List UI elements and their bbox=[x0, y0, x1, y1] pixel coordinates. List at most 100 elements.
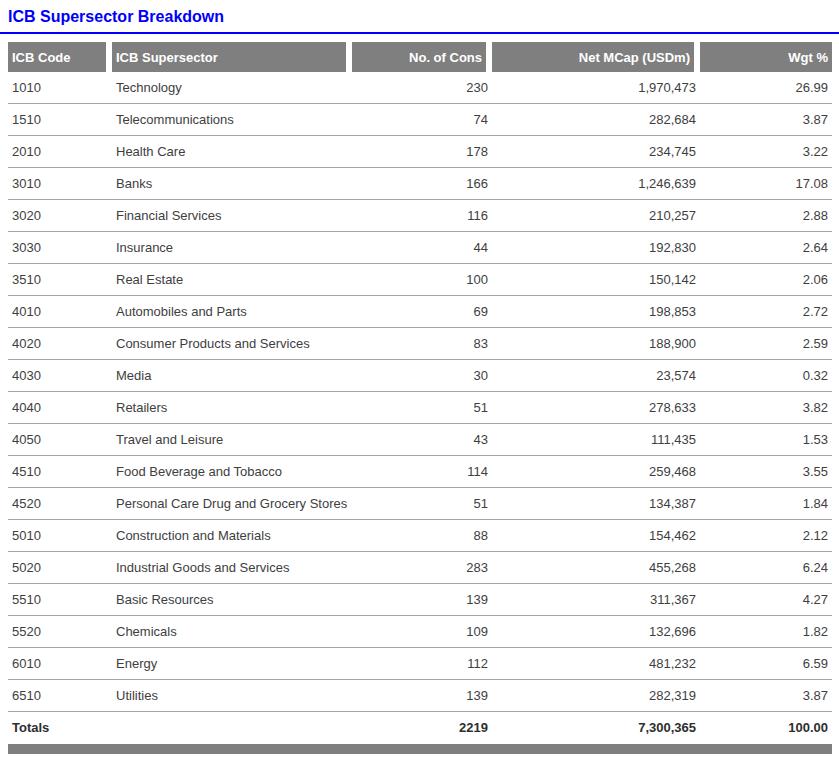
table-row: 5510 Basic Resources 139 311,367 4.27 bbox=[8, 584, 832, 616]
cell-mcap: 23,574 bbox=[492, 368, 700, 383]
cell-wgt: 2.59 bbox=[700, 336, 832, 351]
table-row: 4520 Personal Care Drug and Grocery Stor… bbox=[8, 488, 832, 520]
table-row: 6510 Utilities 139 282,319 3.87 bbox=[8, 680, 832, 712]
table-row: 4510 Food Beverage and Tobacco 114 259,4… bbox=[8, 456, 832, 488]
cell-icb-code: 3030 bbox=[8, 240, 112, 255]
cell-mcap: 282,684 bbox=[492, 112, 700, 127]
cell-icb-code: 6010 bbox=[8, 656, 112, 671]
cell-cons: 74 bbox=[352, 112, 492, 127]
cell-cons: 51 bbox=[352, 496, 492, 511]
cell-mcap: 134,387 bbox=[492, 496, 700, 511]
cell-cons: 44 bbox=[352, 240, 492, 255]
cell-cons: 69 bbox=[352, 304, 492, 319]
cell-cons: 283 bbox=[352, 560, 492, 575]
cell-mcap: 154,462 bbox=[492, 528, 700, 543]
cell-wgt: 2.72 bbox=[700, 304, 832, 319]
totals-wgt: 100.00 bbox=[700, 720, 832, 735]
cell-mcap: 198,853 bbox=[492, 304, 700, 319]
table-row: 3030 Insurance 44 192,830 2.64 bbox=[8, 232, 832, 264]
cell-supersector: Basic Resources bbox=[112, 592, 352, 607]
cell-cons: 30 bbox=[352, 368, 492, 383]
cell-icb-code: 1510 bbox=[8, 112, 112, 127]
table-row: 4020 Consumer Products and Services 83 1… bbox=[8, 328, 832, 360]
cell-icb-code: 3020 bbox=[8, 208, 112, 223]
cell-wgt: 0.32 bbox=[700, 368, 832, 383]
cell-icb-code: 5020 bbox=[8, 560, 112, 575]
cell-supersector: Financial Services bbox=[112, 208, 352, 223]
cell-icb-code: 4010 bbox=[8, 304, 112, 319]
cell-wgt: 17.08 bbox=[700, 176, 832, 191]
table-row: 2010 Health Care 178 234,745 3.22 bbox=[8, 136, 832, 168]
cell-supersector: Telecommunications bbox=[112, 112, 352, 127]
cell-mcap: 1,970,473 bbox=[492, 80, 700, 95]
cell-icb-code: 4040 bbox=[8, 400, 112, 415]
table-row: 1510 Telecommunications 74 282,684 3.87 bbox=[8, 104, 832, 136]
cell-cons: 51 bbox=[352, 400, 492, 415]
cell-supersector: Technology bbox=[112, 80, 352, 95]
cell-icb-code: 5010 bbox=[8, 528, 112, 543]
column-header-cons: No. of Cons bbox=[352, 42, 492, 72]
table-totals-row: Totals 2219 7,300,365 100.00 bbox=[8, 712, 832, 742]
cell-wgt: 1.82 bbox=[700, 624, 832, 639]
cell-supersector: Health Care bbox=[112, 144, 352, 159]
cell-icb-code: 4510 bbox=[8, 464, 112, 479]
cell-icb-code: 6510 bbox=[8, 688, 112, 703]
cell-supersector: Retailers bbox=[112, 400, 352, 415]
table-body: 1010 Technology 230 1,970,473 26.99 1510… bbox=[8, 72, 832, 712]
cell-wgt: 1.84 bbox=[700, 496, 832, 511]
cell-wgt: 3.87 bbox=[700, 688, 832, 703]
table-row: 5520 Chemicals 109 132,696 1.82 bbox=[8, 616, 832, 648]
cell-mcap: 311,367 bbox=[492, 592, 700, 607]
cell-icb-code: 3010 bbox=[8, 176, 112, 191]
cell-mcap: 234,745 bbox=[492, 144, 700, 159]
table-row: 6010 Energy 112 481,232 6.59 bbox=[8, 648, 832, 680]
cell-wgt: 2.64 bbox=[700, 240, 832, 255]
table-row: 4050 Travel and Leisure 43 111,435 1.53 bbox=[8, 424, 832, 456]
cell-wgt: 4.27 bbox=[700, 592, 832, 607]
cell-cons: 88 bbox=[352, 528, 492, 543]
cell-wgt: 2.12 bbox=[700, 528, 832, 543]
table-row: 4030 Media 30 23,574 0.32 bbox=[8, 360, 832, 392]
column-header-mcap: Net MCap (USDm) bbox=[492, 42, 700, 72]
cell-cons: 83 bbox=[352, 336, 492, 351]
cell-icb-code: 4050 bbox=[8, 432, 112, 447]
cell-supersector: Energy bbox=[112, 656, 352, 671]
cell-cons: 139 bbox=[352, 592, 492, 607]
cell-mcap: 192,830 bbox=[492, 240, 700, 255]
cell-mcap: 132,696 bbox=[492, 624, 700, 639]
totals-label: Totals bbox=[8, 720, 112, 735]
cell-supersector: Construction and Materials bbox=[112, 528, 352, 543]
cell-supersector: Utilities bbox=[112, 688, 352, 703]
table-row: 4040 Retailers 51 278,633 3.82 bbox=[8, 392, 832, 424]
cell-mcap: 481,232 bbox=[492, 656, 700, 671]
cell-supersector: Banks bbox=[112, 176, 352, 191]
cell-wgt: 6.24 bbox=[700, 560, 832, 575]
column-header-wgt: Wgt % bbox=[700, 42, 832, 72]
cell-icb-code: 1010 bbox=[8, 80, 112, 95]
cell-cons: 112 bbox=[352, 656, 492, 671]
cell-supersector: Industrial Goods and Services bbox=[112, 560, 352, 575]
column-header-supersector: ICB Supersector bbox=[112, 42, 352, 72]
cell-wgt: 6.59 bbox=[700, 656, 832, 671]
column-header-icb-code: ICB Code bbox=[8, 42, 112, 72]
cell-cons: 230 bbox=[352, 80, 492, 95]
table-row: 1010 Technology 230 1,970,473 26.99 bbox=[8, 72, 832, 104]
cell-wgt: 1.53 bbox=[700, 432, 832, 447]
table-row: 3020 Financial Services 116 210,257 2.88 bbox=[8, 200, 832, 232]
cell-mcap: 111,435 bbox=[492, 432, 700, 447]
cell-mcap: 455,268 bbox=[492, 560, 700, 575]
table-header-row: ICB Code ICB Supersector No. of Cons Net… bbox=[8, 42, 832, 72]
cell-mcap: 188,900 bbox=[492, 336, 700, 351]
cell-wgt: 3.87 bbox=[700, 112, 832, 127]
totals-cons: 2219 bbox=[352, 720, 492, 735]
cell-supersector: Real Estate bbox=[112, 272, 352, 287]
table-row: 4010 Automobiles and Parts 69 198,853 2.… bbox=[8, 296, 832, 328]
cell-icb-code: 3510 bbox=[8, 272, 112, 287]
cell-icb-code: 5520 bbox=[8, 624, 112, 639]
cell-supersector: Personal Care Drug and Grocery Stores bbox=[112, 496, 352, 511]
cell-cons: 114 bbox=[352, 464, 492, 479]
table-bottom-bar bbox=[8, 744, 832, 754]
cell-wgt: 2.88 bbox=[700, 208, 832, 223]
factsheet-page: ICB Supersector Breakdown ICB Code ICB S… bbox=[0, 8, 839, 754]
totals-mcap: 7,300,365 bbox=[492, 720, 700, 735]
